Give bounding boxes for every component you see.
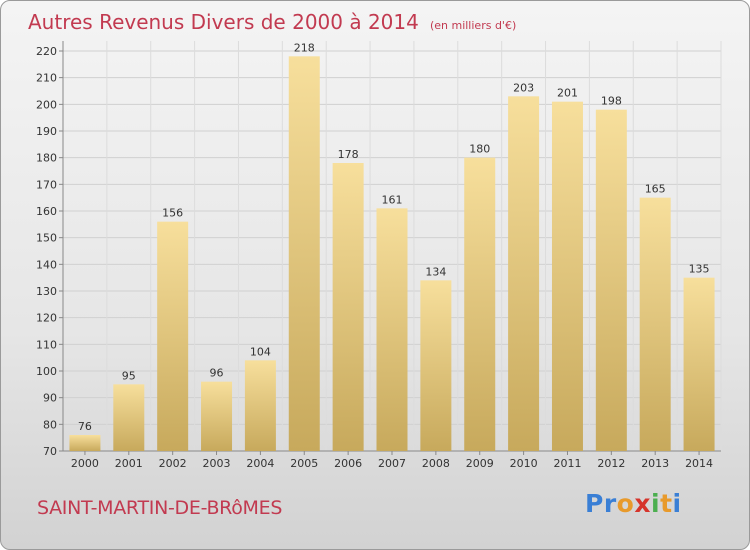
bar-value-label: 156 [162, 207, 183, 220]
logo-letter: i [651, 489, 661, 518]
bar-value-label: 76 [78, 420, 92, 433]
bar [683, 277, 715, 451]
y-tick-label: 140 [36, 258, 57, 271]
bar-value-label: 104 [250, 345, 271, 358]
logo-letter: i [672, 489, 682, 518]
y-tick-label: 90 [43, 392, 57, 405]
bar [113, 384, 145, 451]
bar [201, 381, 233, 451]
x-tick-label: 2007 [378, 457, 406, 470]
x-tick-label: 2011 [553, 457, 581, 470]
chart-title-block: Autres Revenus Divers de 2000 à 2014 (en… [28, 10, 516, 34]
y-tick-label: 150 [36, 232, 57, 245]
y-tick-label: 220 [36, 45, 57, 58]
x-tick-label: 2004 [246, 457, 274, 470]
y-tick-label: 130 [36, 285, 57, 298]
bar-value-label: 161 [382, 193, 403, 206]
y-tick-label: 190 [36, 125, 57, 138]
logo-letter: r [603, 489, 617, 518]
x-tick-label: 2000 [71, 457, 99, 470]
x-tick-label: 2008 [422, 457, 450, 470]
y-tick-label: 160 [36, 205, 57, 218]
x-tick-label: 2013 [641, 457, 669, 470]
bar-value-label: 134 [425, 265, 446, 278]
bar-value-label: 218 [294, 41, 315, 54]
bar [464, 157, 496, 451]
chart-title: Autres Revenus Divers de 2000 à 2014 [28, 10, 419, 34]
logo-letter: P [585, 489, 604, 518]
x-tick-label: 2012 [597, 457, 625, 470]
bar-value-label: 96 [210, 367, 224, 380]
y-tick-label: 110 [36, 338, 57, 351]
y-tick-label: 100 [36, 365, 57, 378]
y-tick-label: 210 [36, 72, 57, 85]
bar [595, 109, 627, 452]
logo-letter: t [660, 489, 673, 518]
y-tick-label: 120 [36, 312, 57, 325]
axis-layer: 7080901001101201301401501601701801902002… [36, 41, 721, 470]
bar [376, 208, 408, 451]
x-tick-label: 2002 [159, 457, 187, 470]
x-tick-label: 2010 [510, 457, 538, 470]
bar-layer: 76 95 156 96 104 218 178 161 134 180 203 201 198 165 1… [69, 41, 715, 452]
x-tick-label: 2006 [334, 457, 362, 470]
y-tick-label: 80 [43, 418, 57, 431]
x-tick-label: 2003 [203, 457, 231, 470]
bar-value-label: 178 [338, 148, 359, 161]
bar-value-label: 201 [557, 87, 578, 100]
bar-value-label: 198 [601, 95, 622, 108]
y-tick-label: 170 [36, 178, 57, 191]
bar [244, 360, 276, 451]
bar-value-label: 135 [689, 263, 710, 276]
y-tick-label: 200 [36, 98, 57, 111]
chart-unit: (en milliers d'€) [429, 19, 517, 32]
bar [551, 101, 583, 452]
x-tick-label: 2009 [466, 457, 494, 470]
bar [639, 197, 671, 451]
bar-value-label: 203 [513, 81, 534, 94]
y-tick-label: 70 [43, 445, 57, 458]
bar [288, 56, 320, 451]
bar [69, 435, 101, 451]
bar [420, 280, 452, 451]
commune-name: SAINT-MARTIN-DE-BRôMES [37, 497, 283, 519]
bar [508, 96, 540, 451]
bar-value-label: 165 [645, 183, 666, 196]
x-tick-label: 2005 [290, 457, 318, 470]
bar-value-label: 180 [469, 143, 490, 156]
x-tick-label: 2014 [685, 457, 713, 470]
bar [332, 163, 364, 451]
bar [157, 221, 189, 451]
bar-value-label: 95 [122, 369, 136, 382]
proxiti-logo[interactable]: Proxiti [585, 489, 682, 518]
y-tick-label: 180 [36, 152, 57, 165]
x-tick-label: 2001 [115, 457, 143, 470]
logo-letter: o [616, 489, 635, 518]
logo-letter: x [634, 489, 651, 518]
